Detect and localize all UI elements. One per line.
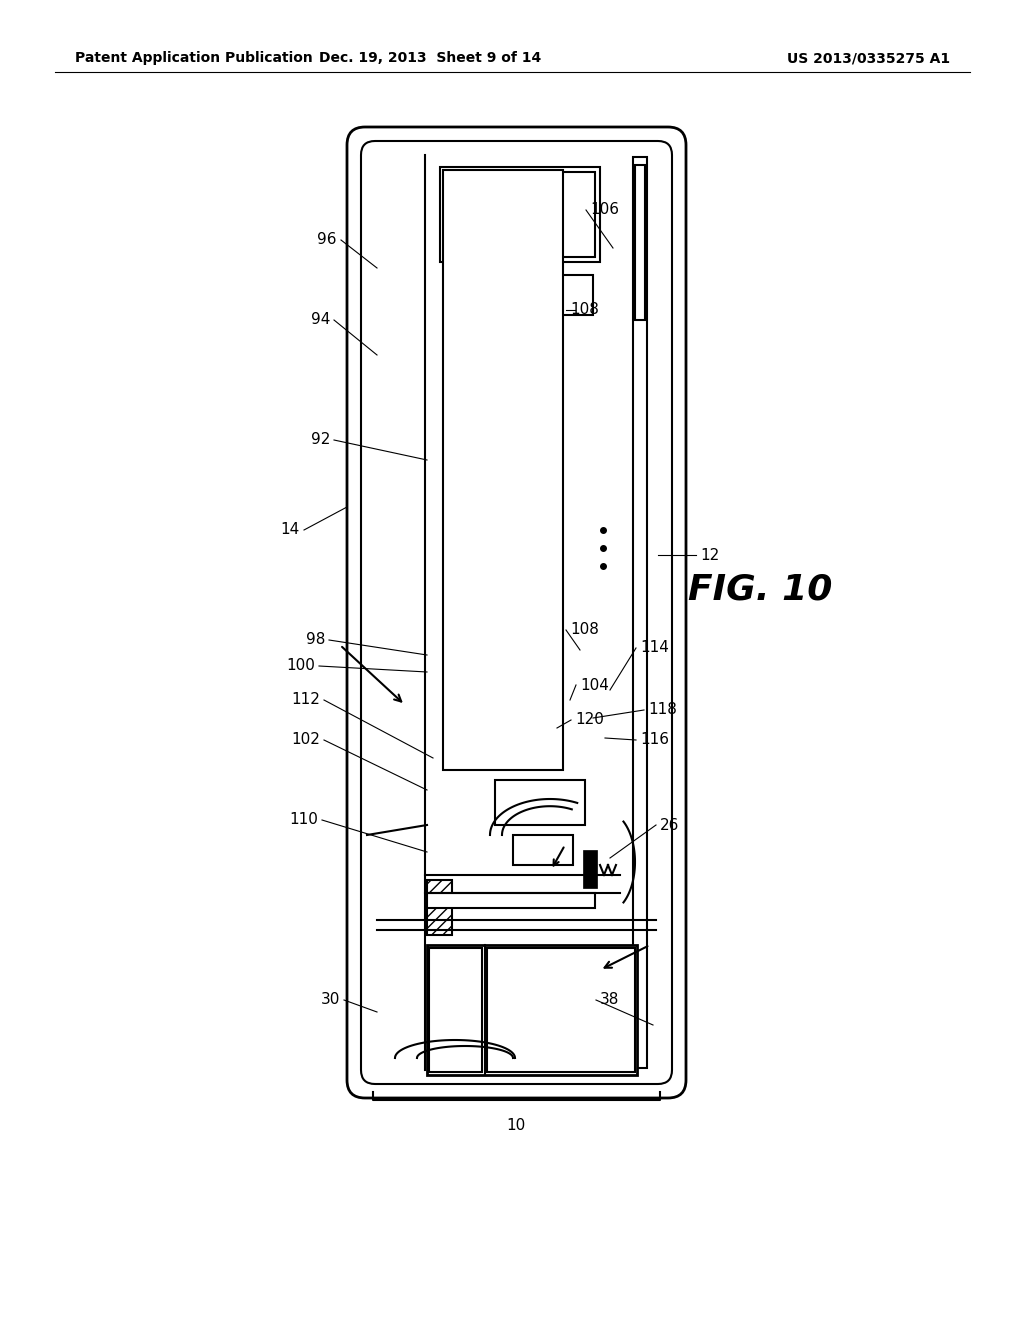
Bar [633, 157, 647, 1068]
Text: US 2013/0335275 A1: US 2013/0335275 A1 [786, 51, 950, 65]
Text: 100: 100 [286, 659, 315, 673]
Bar [495, 780, 585, 825]
Text: 92: 92 [310, 433, 330, 447]
Text: 116: 116 [640, 733, 669, 747]
Bar [445, 172, 595, 257]
Bar [429, 948, 482, 1072]
Text: 110: 110 [289, 813, 318, 828]
Text: 102: 102 [291, 733, 319, 747]
Text: 108: 108 [570, 623, 599, 638]
Bar [555, 275, 593, 315]
Text: 14: 14 [281, 523, 300, 537]
Text: Dec. 19, 2013  Sheet 9 of 14: Dec. 19, 2013 Sheet 9 of 14 [318, 51, 541, 65]
Text: 94: 94 [310, 313, 330, 327]
Text: 10: 10 [507, 1118, 525, 1133]
Text: 30: 30 [321, 993, 340, 1007]
Text: 98: 98 [305, 632, 325, 648]
Text: 112: 112 [291, 693, 319, 708]
Bar [513, 836, 573, 865]
FancyBboxPatch shape [361, 141, 672, 1084]
FancyBboxPatch shape [347, 127, 686, 1098]
Bar [427, 894, 595, 908]
Text: FIG. 10: FIG. 10 [688, 573, 833, 607]
Bar [427, 945, 637, 1074]
Bar [583, 850, 597, 888]
Text: 12: 12 [700, 548, 719, 562]
Bar [427, 880, 452, 935]
Bar [487, 948, 635, 1072]
Text: 104: 104 [580, 677, 609, 693]
Text: 96: 96 [317, 232, 337, 248]
Text: 120: 120 [575, 713, 604, 727]
Text: 106: 106 [590, 202, 618, 218]
Text: 114: 114 [640, 640, 669, 656]
Bar [440, 168, 600, 261]
Text: 118: 118 [648, 702, 677, 718]
Text: 26: 26 [660, 817, 679, 833]
Bar [443, 170, 563, 770]
Text: 38: 38 [600, 993, 620, 1007]
Text: Patent Application Publication: Patent Application Publication [75, 51, 312, 65]
Text: 108: 108 [570, 302, 599, 318]
Bar [635, 165, 645, 319]
